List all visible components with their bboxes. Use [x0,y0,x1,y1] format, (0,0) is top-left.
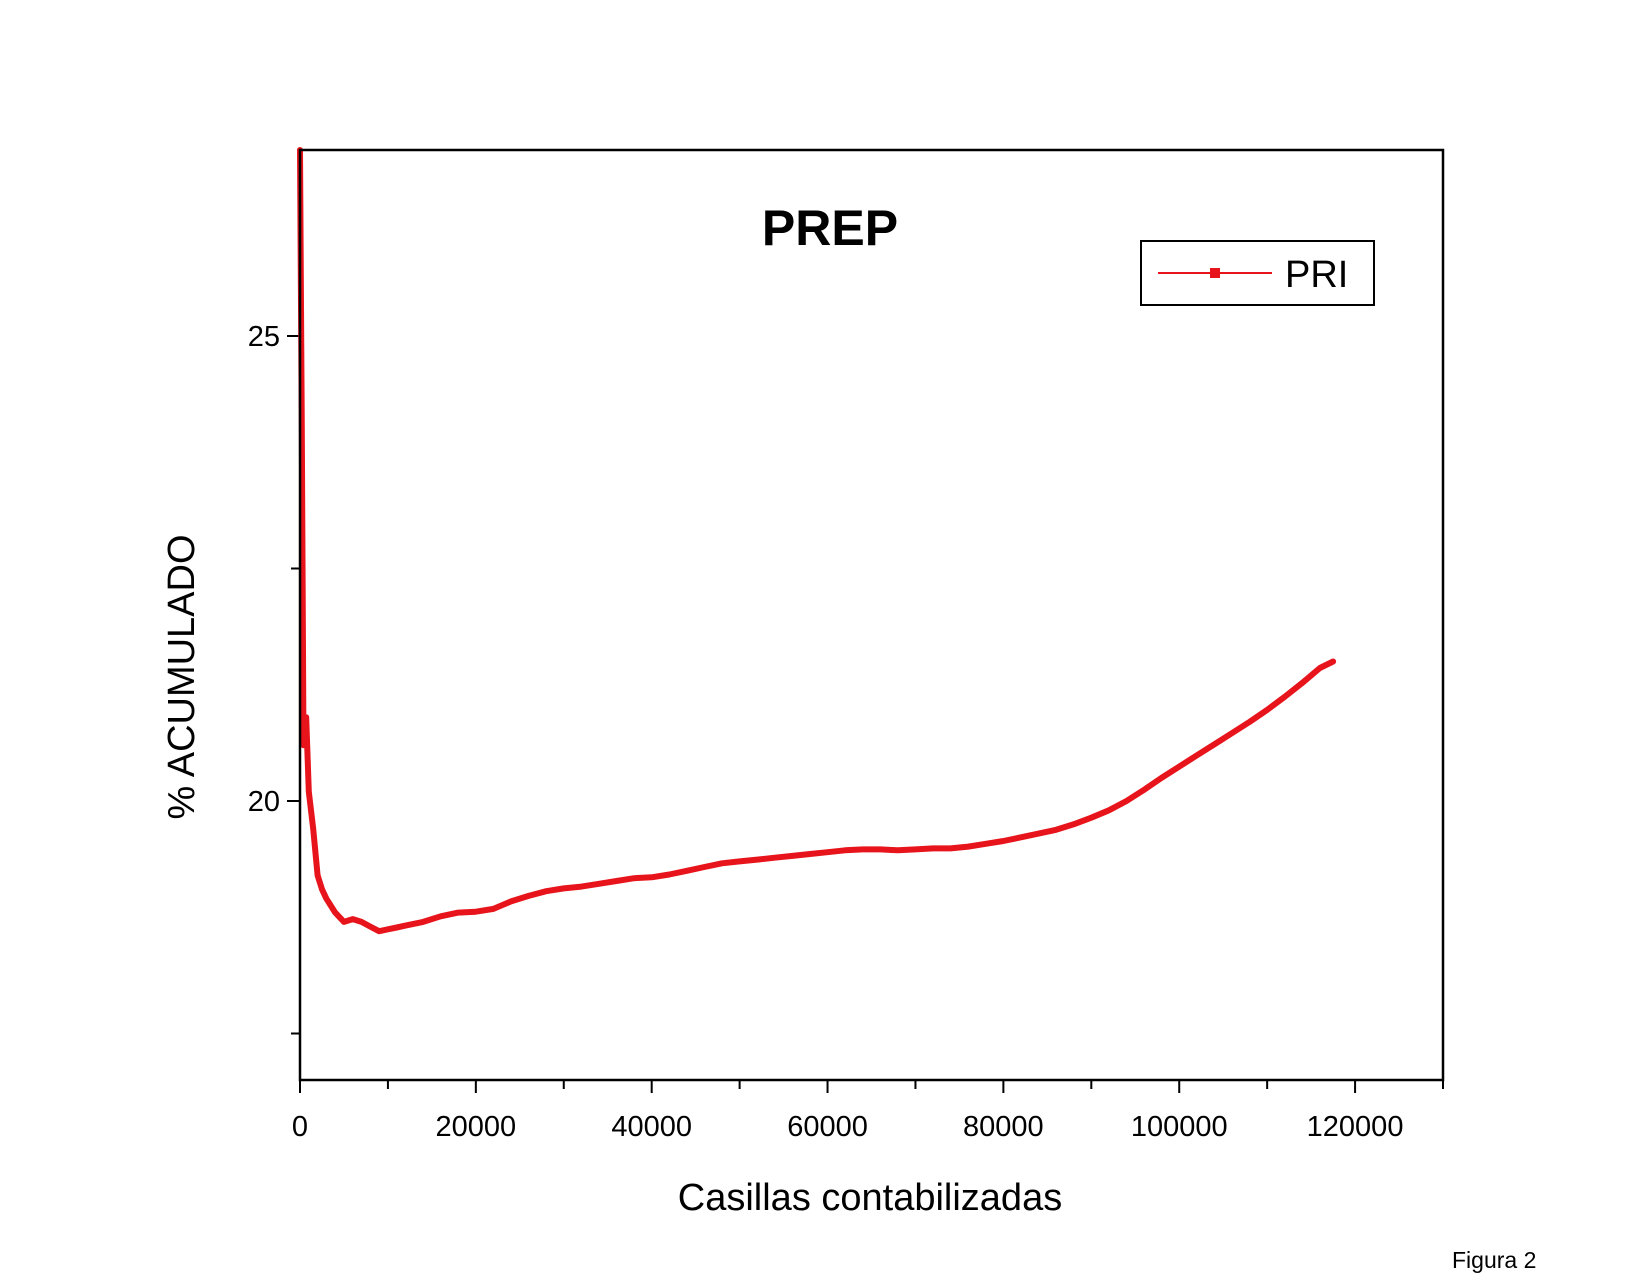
legend-marker [1210,268,1220,278]
chart-title: PREP [762,200,898,256]
legend-label-pri: PRI [1285,254,1348,296]
x-tick-label: 60000 [787,1111,868,1143]
x-tick-label: 0 [292,1111,308,1143]
y-tick-label: 25 [248,321,280,353]
series-line-pri [297,147,1337,935]
series-lines [297,147,1337,935]
axis-tick-labels: 0 20000 40000 60000 80000 100000 120000 20 25 [248,321,1404,1143]
x-tick-label: 20000 [436,1111,517,1143]
x-tick-label: 40000 [611,1111,692,1143]
x-axis-label: Casillas contabilizadas [678,1177,1062,1219]
y-axis-label: % ACUMULADO [161,534,203,819]
legend: PRI [1140,240,1375,306]
y-tick-label: 20 [248,786,280,818]
x-tick-label: 80000 [963,1111,1044,1143]
axis-ticks [287,335,1444,1093]
x-tick-label: 120000 [1307,1111,1404,1143]
x-tick-label: 100000 [1131,1111,1228,1143]
plot-frame [298,148,1445,1082]
figure-label: Figura 2 [1452,1247,1536,1273]
